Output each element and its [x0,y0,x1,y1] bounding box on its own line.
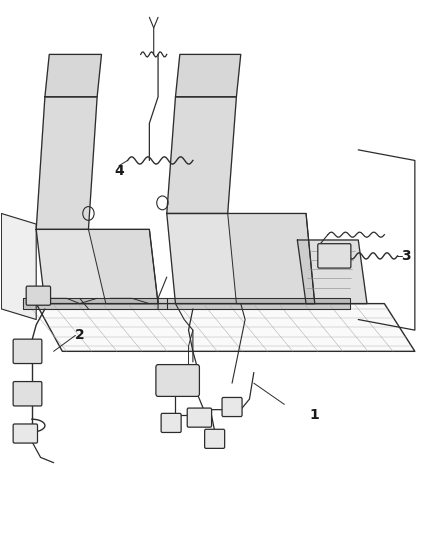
Polygon shape [176,54,241,97]
FancyBboxPatch shape [13,424,38,443]
Text: 4: 4 [114,164,124,178]
Polygon shape [36,97,97,229]
FancyBboxPatch shape [13,339,42,364]
FancyBboxPatch shape [205,429,225,448]
Text: 2: 2 [75,328,85,342]
Polygon shape [36,304,415,351]
Polygon shape [167,214,315,304]
Polygon shape [36,229,158,304]
Text: 3: 3 [401,249,411,263]
Polygon shape [167,97,237,214]
FancyBboxPatch shape [13,382,42,406]
Polygon shape [1,214,36,319]
Polygon shape [297,240,367,304]
Polygon shape [23,298,167,309]
Polygon shape [45,54,102,97]
FancyBboxPatch shape [222,398,242,417]
FancyBboxPatch shape [161,414,181,432]
FancyBboxPatch shape [187,408,212,427]
Polygon shape [88,229,158,304]
Polygon shape [228,214,315,304]
Text: 1: 1 [310,408,320,422]
FancyBboxPatch shape [156,365,199,397]
FancyBboxPatch shape [26,286,50,305]
FancyBboxPatch shape [318,244,351,268]
Polygon shape [167,298,350,309]
